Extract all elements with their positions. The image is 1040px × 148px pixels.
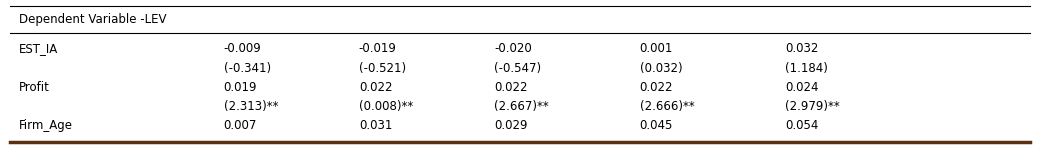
Text: 0.054: 0.054	[785, 119, 818, 132]
Text: (-0.547): (-0.547)	[494, 62, 541, 75]
Text: (0.032): (0.032)	[640, 62, 682, 75]
Text: (-0.341): (-0.341)	[224, 62, 270, 75]
Text: 0.001: 0.001	[640, 42, 673, 55]
Text: 0.031: 0.031	[359, 119, 392, 132]
Text: 0.024: 0.024	[785, 81, 818, 94]
Text: -0.009: -0.009	[224, 42, 261, 55]
Text: (1.184): (1.184)	[785, 62, 828, 75]
Text: (0.008)**: (0.008)**	[359, 100, 413, 113]
Text: 0.019: 0.019	[224, 81, 257, 94]
Text: 0.022: 0.022	[359, 81, 392, 94]
Text: -0.020: -0.020	[494, 42, 531, 55]
Text: 0.007: 0.007	[224, 119, 257, 132]
Text: -0.019: -0.019	[359, 42, 396, 55]
Text: EST_IA: EST_IA	[19, 42, 58, 55]
Text: 0.022: 0.022	[640, 81, 673, 94]
Text: Profit: Profit	[19, 81, 50, 94]
Text: 0.022: 0.022	[494, 81, 527, 94]
Text: (2.666)**: (2.666)**	[640, 100, 695, 113]
Text: 0.029: 0.029	[494, 119, 527, 132]
Text: (2.979)**: (2.979)**	[785, 100, 840, 113]
Text: (-0.521): (-0.521)	[359, 62, 406, 75]
Text: (2.313)**: (2.313)**	[224, 100, 278, 113]
Text: Firm_Age: Firm_Age	[19, 119, 73, 132]
Text: (2.667)**: (2.667)**	[494, 100, 549, 113]
Text: 0.045: 0.045	[640, 119, 673, 132]
Text: Dependent Variable -LEV: Dependent Variable -LEV	[19, 13, 166, 26]
Text: 0.032: 0.032	[785, 42, 818, 55]
